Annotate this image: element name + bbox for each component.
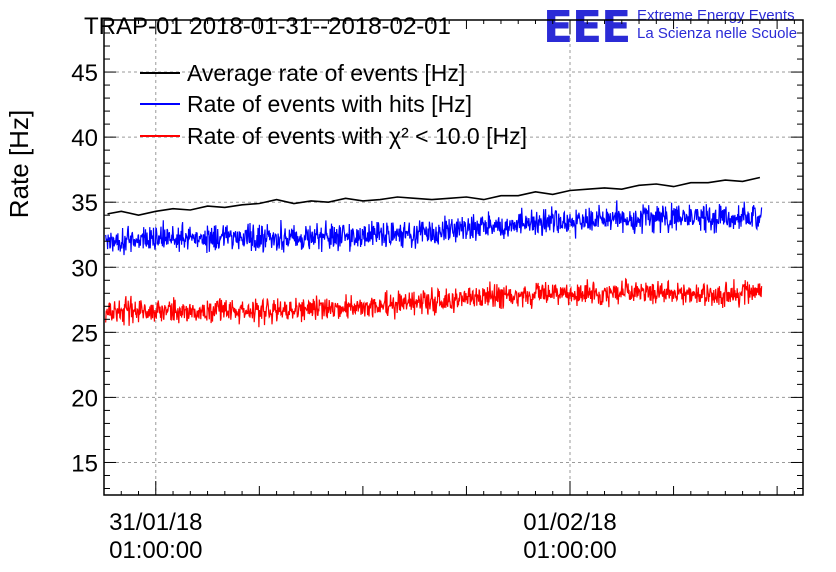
logo-line-2: La Scienza nelle Scuole xyxy=(637,25,797,42)
y-tick-label-40: 40 xyxy=(71,125,98,152)
x-tick-time-1: 01:00:00 xyxy=(523,537,616,564)
x-tick-date-0: 31/01/18 xyxy=(109,509,202,536)
y-tick-label-45: 45 xyxy=(71,60,98,87)
plot-frame xyxy=(103,19,804,496)
y-tick-label-20: 20 xyxy=(71,385,98,412)
grid xyxy=(104,20,803,495)
series-group xyxy=(105,176,763,328)
series-line-hits xyxy=(105,200,763,256)
y-tick-label-15: 15 xyxy=(71,450,98,477)
legend-label-chi2: Rate of events with χ² < 10.0 [Hz] xyxy=(187,123,527,149)
legend-label-hits: Rate of events with hits [Hz] xyxy=(187,91,472,117)
y-axis-label: Rate [Hz] xyxy=(4,110,34,218)
y-tick-label-30: 30 xyxy=(71,255,98,282)
y-tick-label-25: 25 xyxy=(71,320,98,347)
ticks xyxy=(103,19,803,495)
eee-logo: EEE Extreme Energy Events La Scienza nel… xyxy=(543,2,797,53)
chart-title: TRAP-01 2018-01-31--2018-02-01 xyxy=(84,13,451,40)
x-tick-date-1: 01/02/18 xyxy=(523,509,616,536)
logo-mark: EEE xyxy=(543,2,630,53)
legend: Average rate of events [Hz] Rate of even… xyxy=(140,60,527,149)
logo-line-1: Extreme Energy Events xyxy=(637,7,795,24)
series-line-chi2 xyxy=(105,277,763,328)
legend-label-average: Average rate of events [Hz] xyxy=(187,60,465,86)
series-line-average xyxy=(107,176,761,217)
y-tick-label-35: 35 xyxy=(71,190,98,217)
x-tick-time-0: 01:00:00 xyxy=(109,537,202,564)
tick-labels: 1520253035404531/01/1801:00:0001/02/1801… xyxy=(71,60,616,564)
